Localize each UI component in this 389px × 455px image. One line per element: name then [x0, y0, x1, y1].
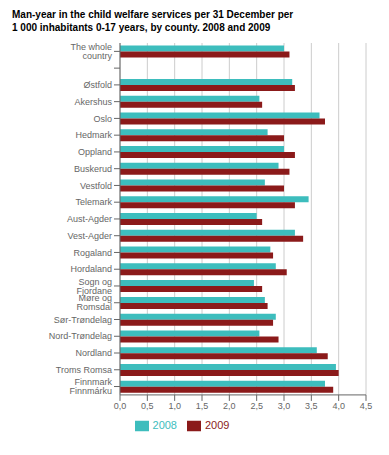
svg-text:0,0: 0,0	[114, 401, 127, 411]
svg-text:Vest-Agder: Vest-Agder	[67, 231, 112, 241]
svg-text:0,5: 0,5	[141, 401, 154, 411]
svg-text:1,0: 1,0	[168, 401, 181, 411]
html-text:1 000 inhabitants 0-17 years,: 1 000 inhabitants 0-17 years, by county.…	[12, 22, 271, 33]
html-text:2008: 2008	[152, 418, 177, 431]
svg-text:Østfold: Østfold	[83, 80, 112, 90]
svg-text:Troms Romsa: Troms Romsa	[56, 365, 112, 375]
svg-text:4,5: 4,5	[360, 401, 373, 411]
svg-text:2,0: 2,0	[223, 401, 236, 411]
svg-text:3,0: 3,0	[278, 401, 291, 411]
svg-text:3,5: 3,5	[305, 401, 318, 411]
svg-text:4,0: 4,0	[332, 401, 345, 411]
svg-text:Nord-Trøndelag: Nord-Trøndelag	[49, 331, 112, 341]
svg-text:Buskerud: Buskerud	[74, 164, 112, 174]
svg-text:Hedmark: Hedmark	[75, 130, 112, 140]
svg-text:Rogaland: Rogaland	[73, 248, 112, 258]
svg-text:Aust-Agder: Aust-Agder	[67, 214, 112, 224]
html-text:2009: 2009	[205, 418, 230, 431]
svg-text:Akershus: Akershus	[74, 97, 112, 107]
svg-text:Sør-Trøndelag: Sør-Trøndelag	[54, 315, 112, 325]
html-text:Sogn og: Sogn og	[78, 276, 112, 287]
svg-text:Nordland: Nordland	[75, 348, 112, 358]
svg-text:Oppland: Oppland	[78, 147, 112, 157]
svg-text:2,5: 2,5	[250, 401, 263, 411]
svg-text:The wholecountry: The wholecountry	[70, 42, 112, 61]
svg-text:FinnmarkFinnmárku: FinnmarkFinnmárku	[69, 377, 112, 396]
html-text:Fjordane: Fjordane	[76, 285, 112, 296]
svg-text:1,5: 1,5	[196, 401, 209, 411]
svg-text:Vestfold: Vestfold	[80, 181, 112, 191]
html-text:Man-year in the child welfare: Man-year in the child welfare services p…	[12, 9, 294, 20]
svg-text:Telemark: Telemark	[75, 197, 112, 207]
svg-text:Hordaland: Hordaland	[70, 264, 112, 274]
svg-text:Møre ogRomsdal: Møre ogRomsdal	[76, 293, 112, 312]
svg-text:Oslo: Oslo	[93, 114, 112, 124]
